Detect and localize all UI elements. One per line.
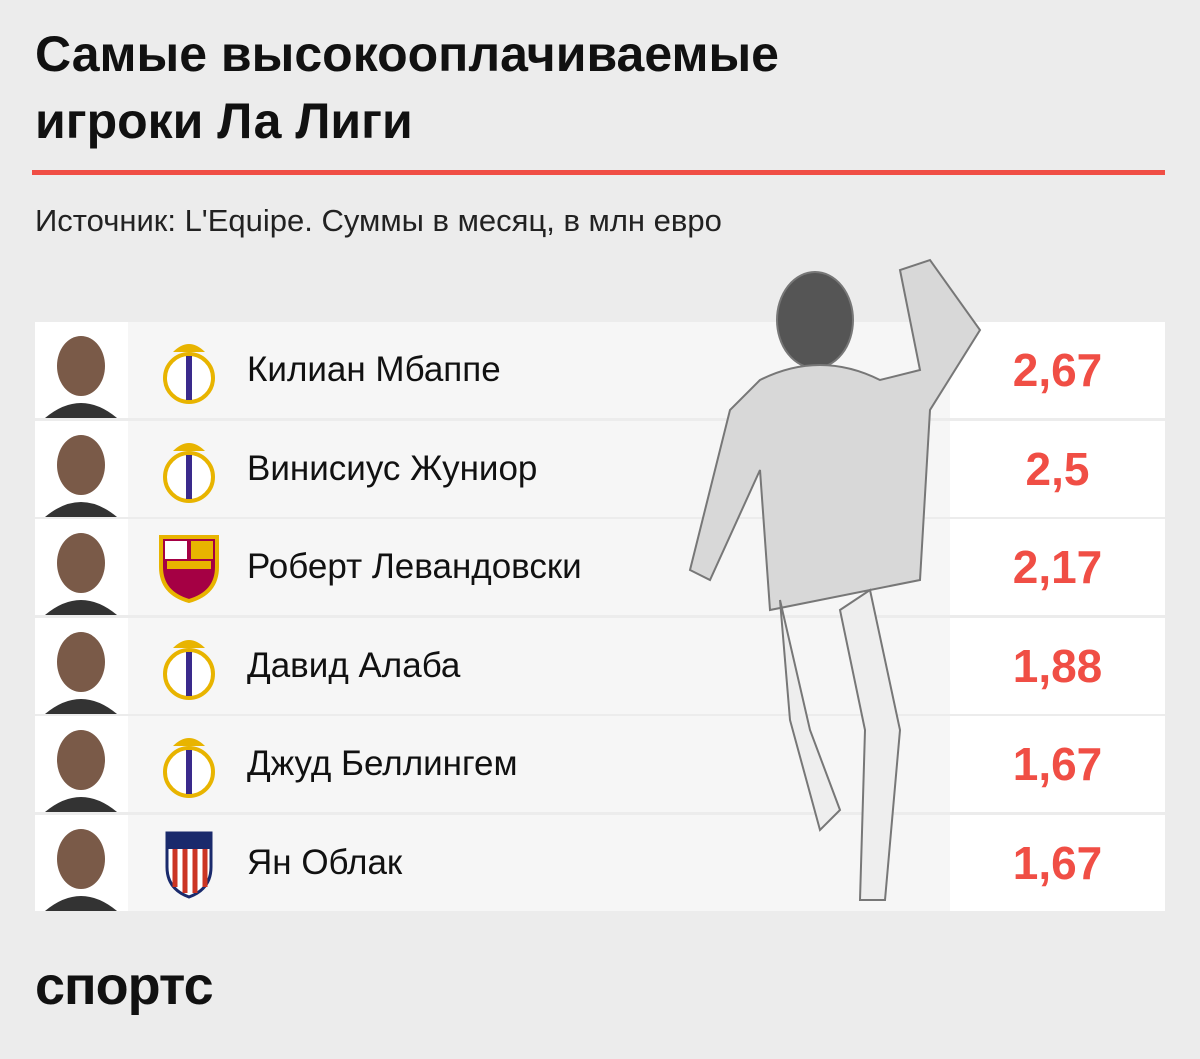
salary-value: 2,67 (950, 322, 1165, 418)
divider (32, 170, 1165, 175)
player-photo (35, 519, 128, 615)
player-photo (35, 322, 128, 418)
club-crest (153, 334, 225, 411)
table-row: Ян Облак 1,67 (35, 814, 1165, 911)
title: игроки Ла Лиги (35, 93, 413, 149)
club-crest (153, 728, 225, 805)
club-crest (153, 531, 225, 608)
player-name: Роберт Левандовски (247, 547, 582, 586)
salary-value: 1,67 (950, 814, 1165, 911)
club-crest (153, 433, 225, 510)
table-row: Давид Алаба 1,88 (35, 617, 1165, 714)
salary-value: 2,17 (950, 519, 1165, 615)
player-name: Винисиус Жуниор (247, 448, 538, 488)
player-photo (35, 420, 128, 517)
player-name: Килиан Мбаппе (247, 350, 501, 389)
player-name: Джуд Беллингем (247, 744, 518, 783)
table-row: Винисиус Жуниор 2,5 (35, 420, 1165, 517)
player-name: Ян Облак (247, 842, 403, 882)
player-illustration (688, 258, 982, 901)
player-photo (35, 617, 128, 714)
club-crest (153, 827, 225, 904)
subtitle: Источник: L'Equipe. Суммы в месяц, в млн… (35, 203, 722, 238)
title: Самые высокооплачиваемые (35, 26, 779, 82)
brand-logo: спортс (35, 956, 214, 1016)
club-crest (153, 630, 225, 707)
player-name: Давид Алаба (247, 645, 461, 685)
salary-value: 1,67 (950, 716, 1165, 812)
player-photo (35, 814, 128, 911)
table-row: Джуд Беллингем 1,67 (35, 716, 1165, 812)
table-row: Килиан Мбаппе 2,67 (35, 322, 1165, 418)
table-row: Роберт Левандовски 2,17 (35, 519, 1165, 615)
salary-value: 2,5 (950, 420, 1165, 517)
player-photo (35, 716, 128, 812)
salary-value: 1,88 (950, 617, 1165, 714)
